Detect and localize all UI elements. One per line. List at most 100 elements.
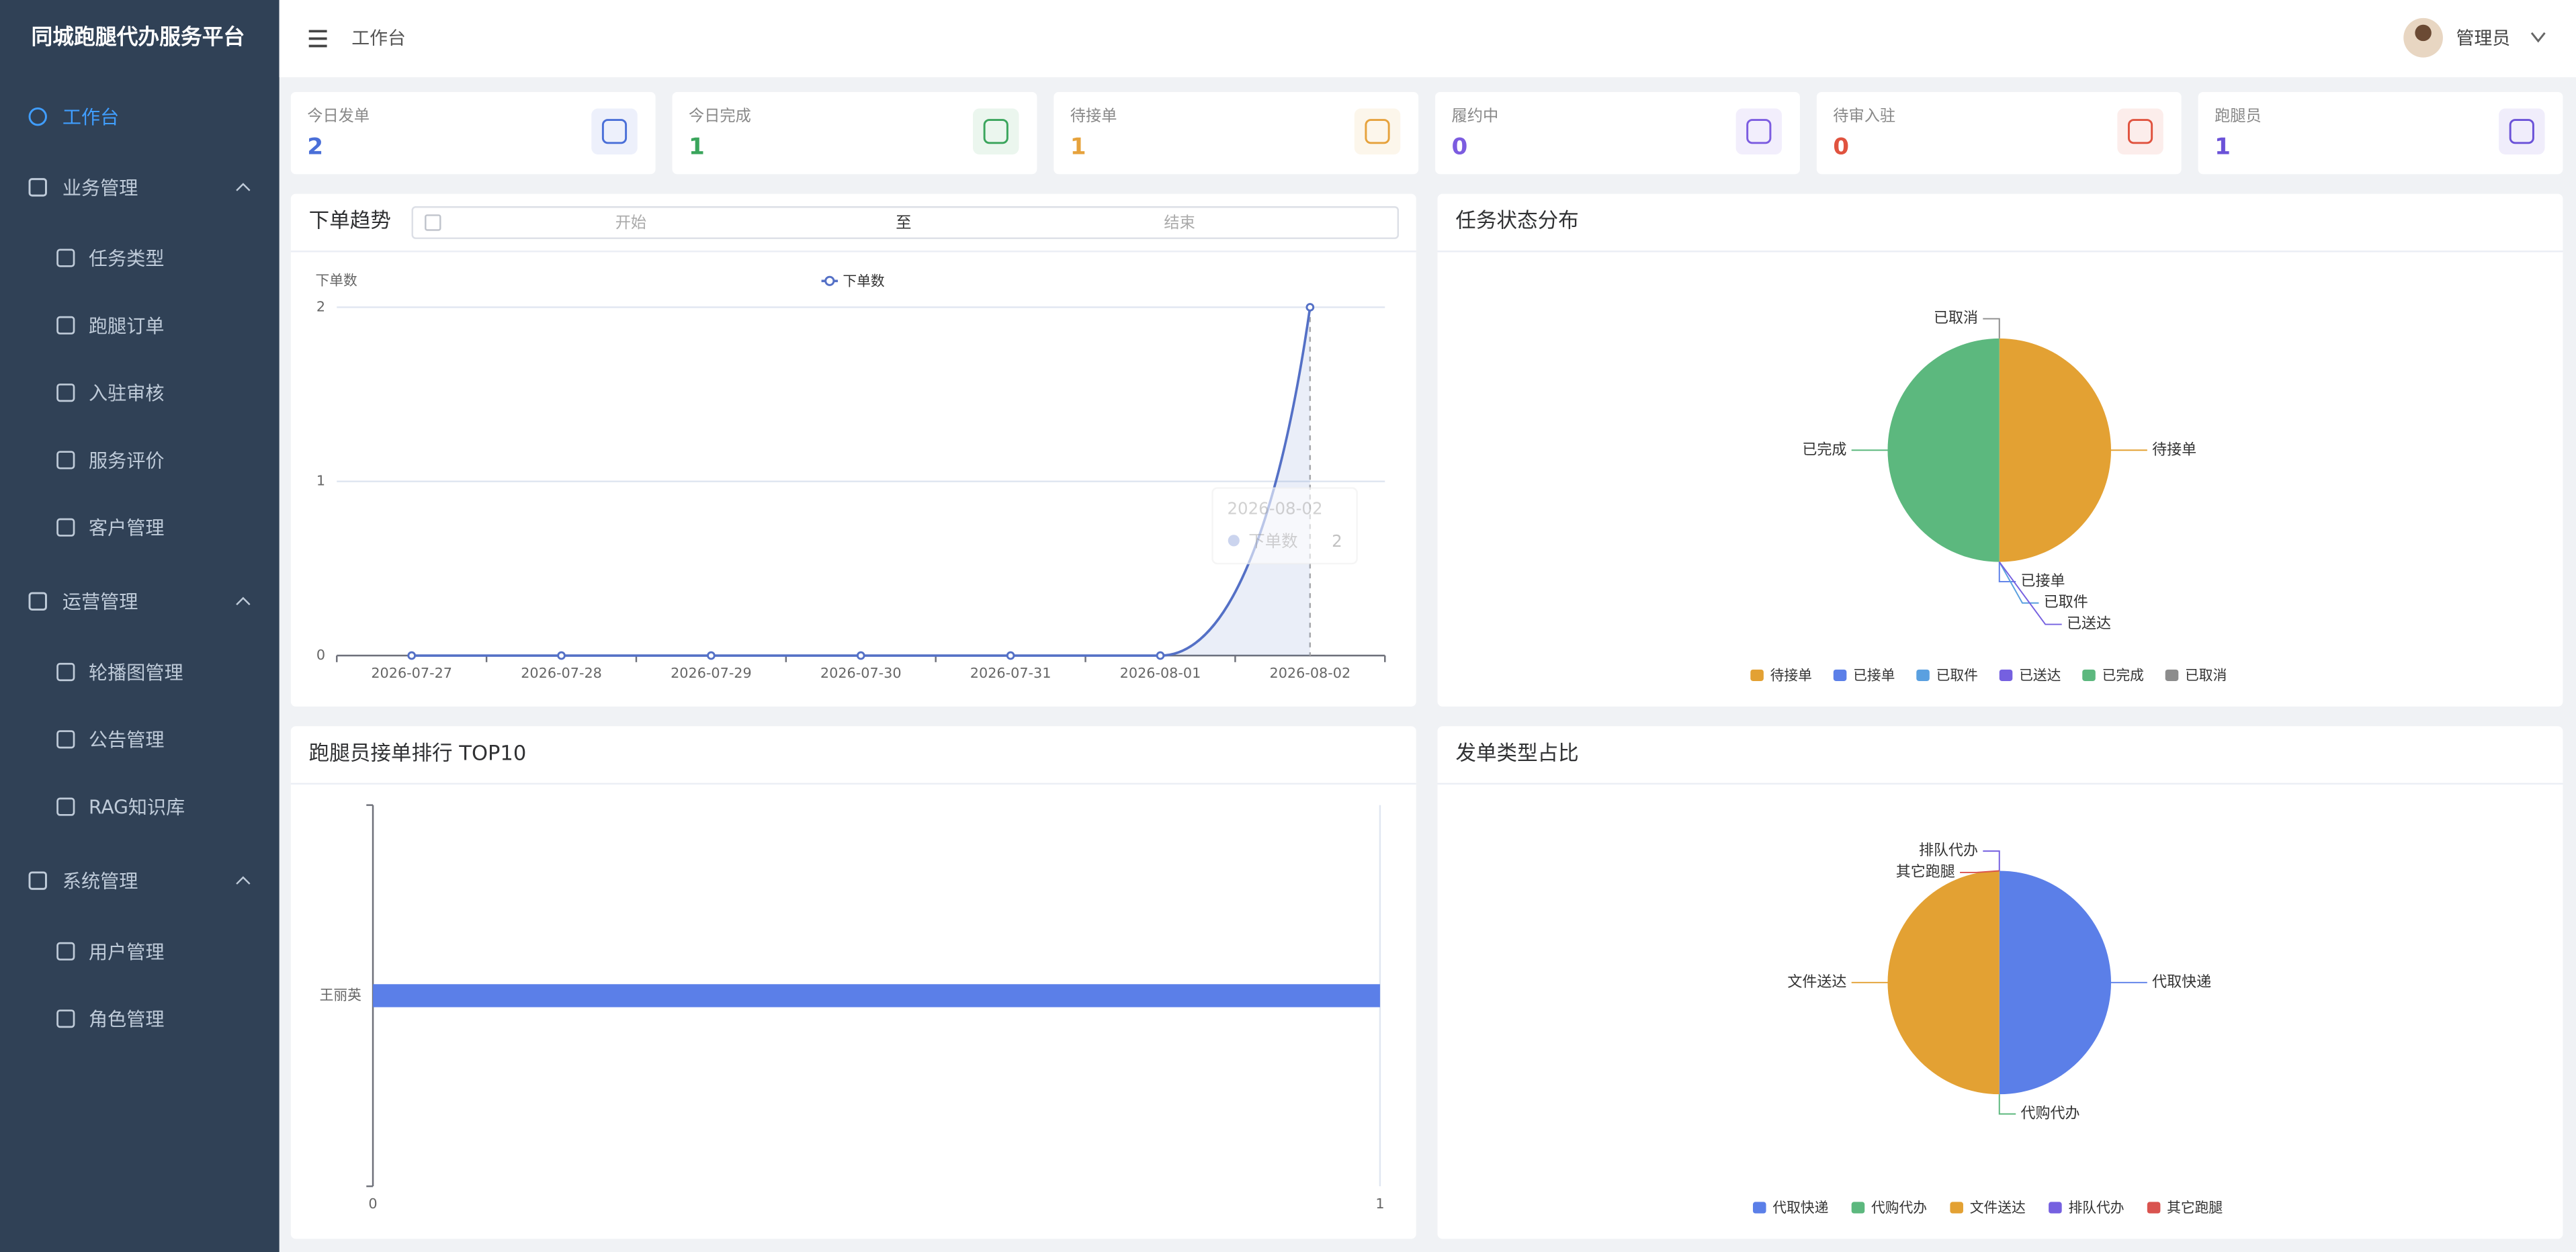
legend-label[interactable]: 已取消: [2185, 668, 2227, 684]
pie-slice[interactable]: [1887, 338, 2000, 562]
submenu-icon: [56, 662, 75, 682]
legend-label[interactable]: 待接单: [1770, 668, 1812, 684]
legend-label[interactable]: 代购代办: [1871, 1200, 1927, 1216]
legend-swatch[interactable]: [1999, 669, 2013, 681]
sidebar: [0, 0, 280, 1252]
menu-icon: [28, 107, 47, 126]
pie-label: 代取快递: [2152, 974, 2211, 991]
tooltip-value: 2: [1332, 531, 1342, 551]
pie-slice[interactable]: [1887, 870, 2000, 1095]
menu-item[interactable]: 业务管理: [62, 177, 138, 199]
legend-label[interactable]: 已完成: [2102, 668, 2144, 684]
menu-item[interactable]: 系统管理: [62, 870, 138, 893]
menu-arrow: [236, 876, 251, 885]
avatar-hair: [2415, 24, 2432, 42]
submenu-item[interactable]: 公告管理: [89, 729, 164, 751]
date-range-picker[interactable]: [411, 206, 1400, 239]
submenu-icon: [56, 316, 75, 334]
line: [411, 307, 1312, 657]
pie-label: 已完成: [1802, 441, 1846, 458]
stat-icon: [2509, 119, 2534, 144]
stat-icon-bg: [2117, 108, 2163, 154]
pie-label-line: [1998, 1094, 2016, 1115]
legend-marker: [824, 275, 835, 286]
x-tick-label: 0: [368, 1196, 377, 1212]
legend-label[interactable]: 已接单: [1853, 668, 1895, 684]
legend-label[interactable]: 其它跑腿: [2167, 1200, 2223, 1216]
legend-swatch[interactable]: [2165, 669, 2179, 681]
point: [707, 651, 716, 660]
submenu-item[interactable]: 服务评价: [89, 449, 164, 472]
stat-icon-bg: [1735, 108, 1783, 154]
stat-icon: [2127, 119, 2153, 144]
legend-label[interactable]: 代取快递: [1772, 1200, 1828, 1216]
date-end[interactable]: 结束: [1164, 214, 1195, 232]
pie-label: 已送达: [2067, 616, 2111, 633]
legend-swatch[interactable]: [2049, 1202, 2062, 1214]
submenu-item[interactable]: 入驻审核: [89, 382, 164, 404]
pie-label-line: [1983, 318, 2000, 339]
stat-label: 今日发单: [307, 107, 370, 125]
user-dropdown[interactable]: [2530, 32, 2546, 43]
stat-value: 0: [1452, 134, 1468, 161]
stat-card: [1054, 91, 1419, 175]
stat-icon: [983, 119, 1008, 144]
legend-label[interactable]: 已取件: [1936, 668, 1978, 684]
y-tick-label: 王丽英: [320, 987, 362, 1003]
pie-label: 待接单: [2152, 441, 2196, 458]
stat-icon-bg: [973, 108, 1019, 154]
submenu-item[interactable]: 角色管理: [89, 1008, 164, 1030]
submenu-item[interactable]: 任务类型: [89, 247, 164, 269]
stat-label: 今日完成: [689, 107, 751, 125]
pie-label: 其它跑腿: [1896, 864, 1955, 881]
legend-swatch[interactable]: [2082, 669, 2096, 681]
menu-item[interactable]: 运营管理: [62, 591, 138, 613]
stat-card: [1435, 91, 1800, 175]
submenu-item[interactable]: RAG知识库: [89, 797, 185, 819]
stat-icon: [1746, 119, 1772, 144]
pie-label-line: [1960, 870, 2000, 873]
stat-label: 跑腿员: [2215, 107, 2262, 125]
bar[interactable]: [373, 984, 1380, 1008]
legend-label[interactable]: 下单数: [843, 273, 885, 289]
legend-swatch[interactable]: [2147, 1202, 2161, 1214]
submenu-icon: [56, 942, 75, 960]
stat-card: [1816, 91, 2182, 175]
legend-swatch[interactable]: [1833, 669, 1847, 681]
submenu-icon: [56, 797, 75, 816]
menu-icon: [28, 178, 47, 197]
pie-slice[interactable]: [1999, 870, 2112, 1095]
legend-swatch[interactable]: [1916, 669, 1930, 681]
submenu-item[interactable]: 用户管理: [89, 941, 164, 963]
submenu-item[interactable]: 跑腿订单: [89, 315, 164, 337]
menu-icon: [28, 871, 47, 890]
user-name[interactable]: 管理员: [2456, 28, 2511, 49]
submenu-icon: [56, 451, 75, 470]
legend-swatch[interactable]: [1950, 1202, 1963, 1214]
legend-swatch[interactable]: [1750, 669, 1764, 681]
stat-value: 1: [1070, 134, 1086, 161]
date-start[interactable]: 开始: [615, 214, 646, 232]
stat-icon-bg: [1354, 108, 1401, 154]
submenu-item[interactable]: 客户管理: [89, 517, 164, 539]
submenu-icon: [56, 518, 75, 537]
legend-swatch[interactable]: [1851, 1202, 1865, 1214]
area: [411, 307, 1310, 656]
legend-label[interactable]: 文件送达: [1970, 1200, 2026, 1216]
pie-label: 排队代办: [1919, 842, 1978, 859]
legend-label[interactable]: 已送达: [2019, 668, 2061, 684]
y-tick-label: 2: [316, 298, 325, 314]
point: [557, 651, 566, 660]
menu-toggle[interactable]: [308, 30, 327, 48]
legend-swatch[interactable]: [1752, 1202, 1766, 1214]
y-tick-label: 1: [316, 473, 325, 489]
brand: 同城跑腿代办服务平台: [32, 24, 245, 49]
menu-arrow: [236, 183, 251, 191]
pie-slice[interactable]: [1999, 338, 2112, 562]
menu-item[interactable]: 工作台: [62, 106, 119, 128]
stat-value: 0: [1833, 134, 1849, 161]
legend-label[interactable]: 排队代办: [2068, 1200, 2124, 1216]
submenu-item[interactable]: 轮播图管理: [89, 662, 183, 684]
pie-label: 已取消: [1934, 310, 1978, 327]
submenu-icon: [56, 730, 75, 749]
